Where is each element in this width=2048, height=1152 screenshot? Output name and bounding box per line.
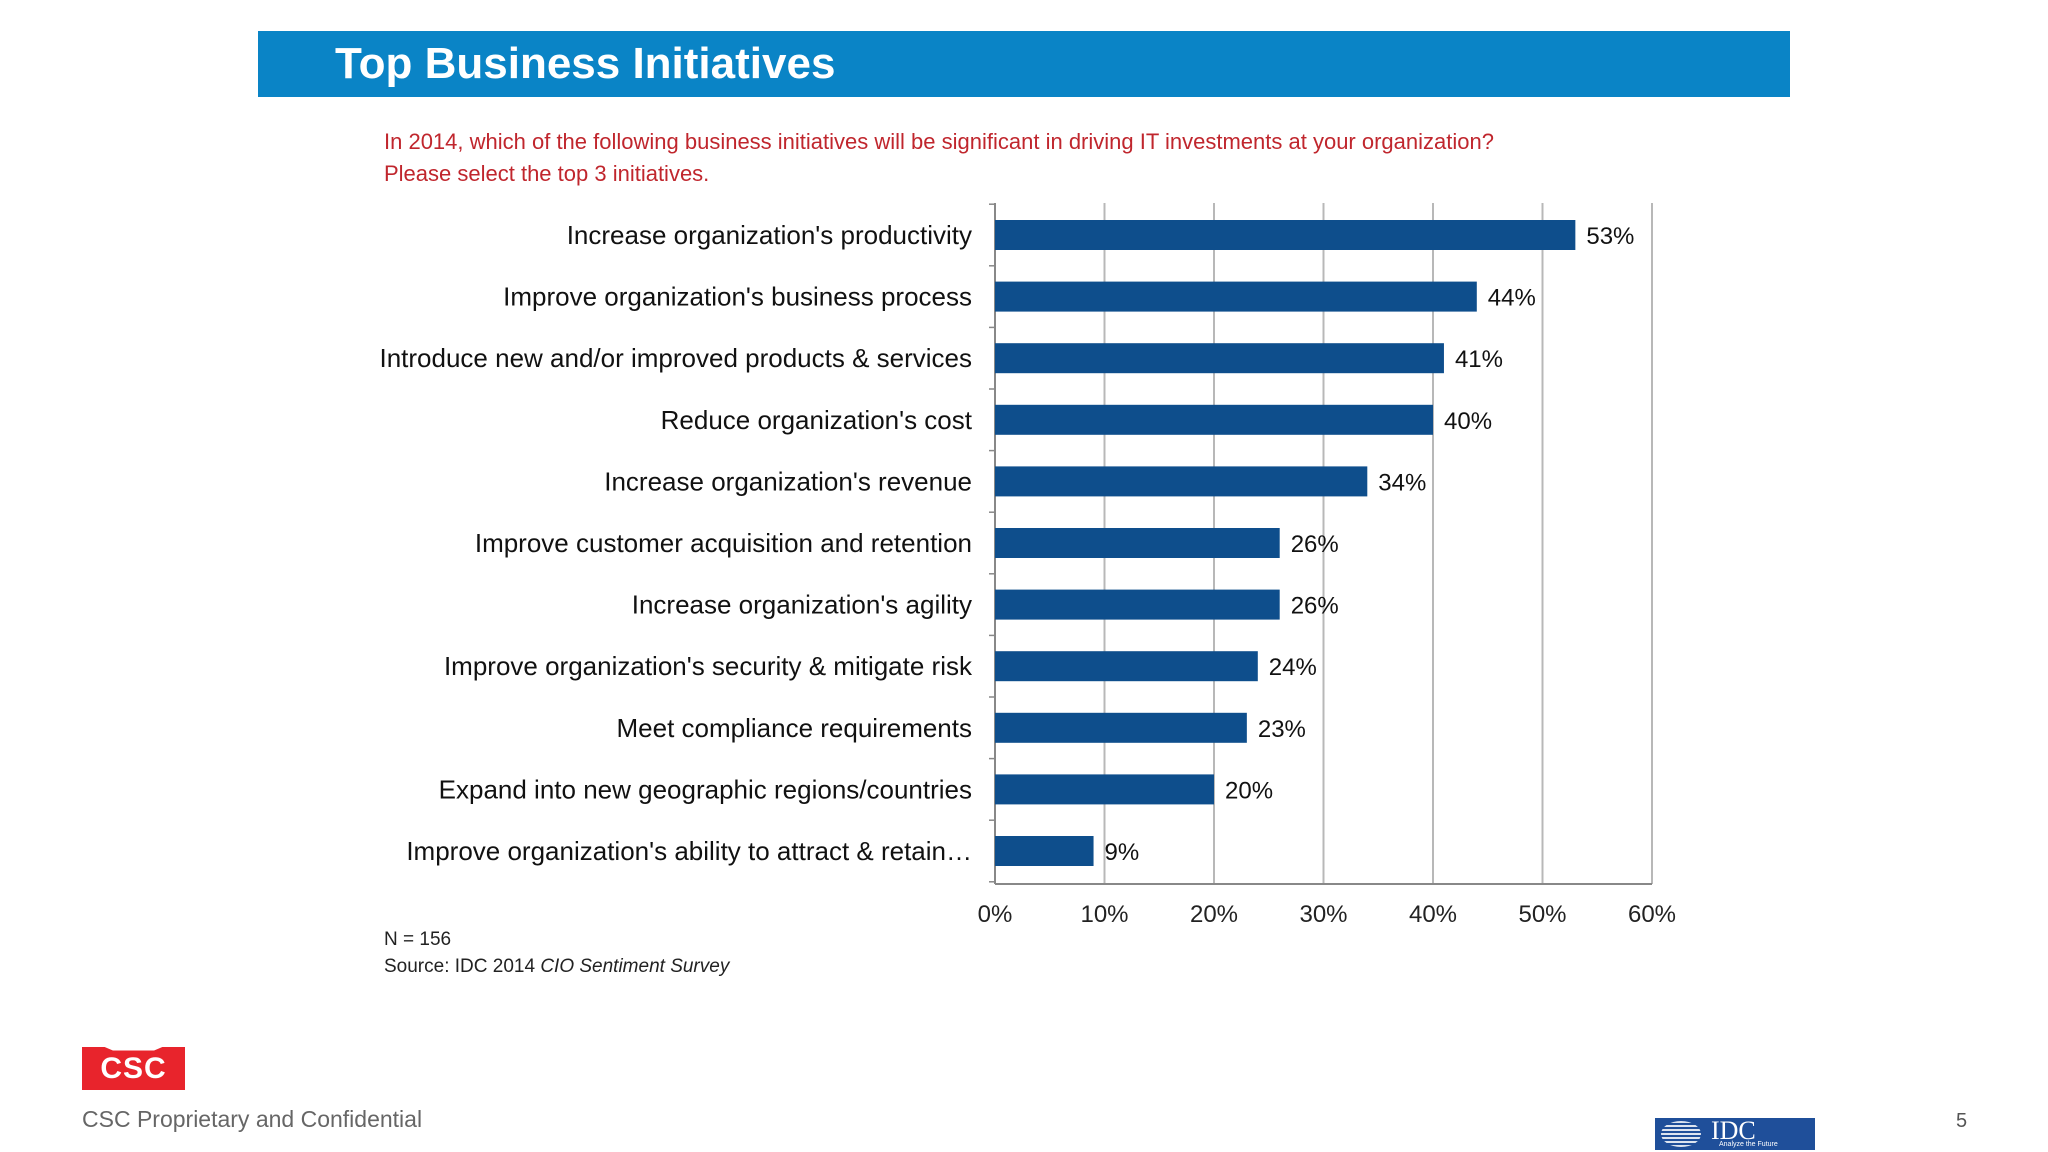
confidentiality-footer: CSC Proprietary and Confidential: [82, 1106, 423, 1132]
bar: [995, 589, 1280, 620]
bar: [995, 774, 1214, 805]
chart-notes: N = 156 Source: IDC 2014 CIO Sentiment S…: [384, 926, 729, 980]
data-label: 44%: [1488, 285, 1536, 312]
category-label: Improve organization's security & mitiga…: [444, 651, 973, 681]
category-label: Improve organization's ability to attrac…: [406, 836, 972, 866]
data-label: 40%: [1444, 408, 1492, 435]
bar: [995, 220, 1576, 250]
category-label: Introduce new and/or improved products &…: [379, 343, 972, 373]
data-label: 26%: [1291, 531, 1339, 558]
data-label: 24%: [1269, 654, 1317, 681]
page-number: 5: [1956, 1110, 1968, 1132]
x-tick-label: 10%: [1080, 901, 1128, 928]
x-tick-label: 40%: [1409, 901, 1457, 928]
bar: [995, 466, 1368, 497]
data-label: 23%: [1258, 716, 1306, 743]
csc-logo: CSC: [82, 1047, 185, 1090]
x-tick-label: 30%: [1299, 901, 1347, 928]
bar: [995, 343, 1444, 374]
x-tick-label: 0%: [978, 901, 1013, 928]
source-prefix: Source: IDC 2014: [384, 956, 541, 977]
idc-globe-icon: [1661, 1121, 1701, 1147]
data-label: 20%: [1225, 777, 1273, 804]
bar: [995, 528, 1280, 558]
idc-logo: IDC Analyze the Future: [1655, 1118, 1815, 1150]
idc-logo-tagline: Analyze the Future: [1719, 1141, 1778, 1148]
data-label: 26%: [1291, 593, 1339, 620]
x-tick-label: 50%: [1518, 901, 1566, 928]
bar: [995, 281, 1477, 312]
sample-size-note: N = 156: [384, 929, 452, 950]
bar: [995, 712, 1247, 743]
category-label: Expand into new geographic regions/count…: [439, 774, 972, 804]
title-band: Top Business Initiatives: [258, 31, 1790, 97]
category-label: Improve organization's business process: [503, 282, 972, 312]
bar: [995, 404, 1433, 435]
category-label: Reduce organization's cost: [661, 405, 973, 435]
data-label: 41%: [1455, 346, 1503, 373]
category-label: Improve customer acquisition and retenti…: [475, 528, 972, 558]
x-tick-label: 20%: [1190, 901, 1238, 928]
survey-question: In 2014, which of the following business…: [384, 126, 1494, 190]
data-label: 34%: [1378, 469, 1426, 496]
category-label: Increase organization's revenue: [604, 466, 972, 496]
category-label: Increase organization's agility: [632, 590, 972, 620]
question-line-2: Please select the top 3 initiatives.: [384, 161, 710, 186]
idc-logo-word: IDC: [1711, 1116, 1756, 1145]
source-survey-title: CIO Sentiment Survey: [540, 956, 730, 977]
category-label: Increase organization's productivity: [567, 220, 972, 250]
slide-title: Top Business Initiatives: [335, 39, 836, 88]
x-tick-label: 60%: [1628, 901, 1676, 928]
bar: [995, 651, 1258, 682]
question-line-1: In 2014, which of the following business…: [384, 129, 1494, 154]
data-label: 53%: [1586, 223, 1634, 250]
data-label: 9%: [1105, 839, 1140, 866]
source-note: Source: IDC 2014 CIO Sentiment Survey: [384, 953, 729, 980]
category-label: Meet compliance requirements: [617, 713, 973, 743]
bar: [995, 836, 1094, 866]
